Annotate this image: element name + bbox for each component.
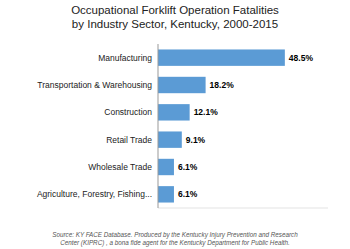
bars	[158, 49, 285, 202]
y-tick-label: Wholesale Trade	[88, 162, 152, 172]
bar	[158, 186, 174, 202]
y-tick-label: Transportation & Warehousing	[37, 80, 152, 90]
data-label: 18.2%	[210, 80, 235, 90]
source-line: Center (KIPRC) , a bona fide agent for t…	[60, 239, 290, 247]
bar	[158, 49, 285, 65]
y-tick-label: Retail Trade	[106, 135, 152, 145]
data-label: 12.1%	[194, 107, 219, 117]
title-line: by Industry Sector, Kentucky, 2000-2015	[72, 18, 278, 30]
y-tick-label: Agriculture, Forestry, Fishing...	[37, 189, 152, 199]
title-line: Occupational Forklift Operation Fataliti…	[71, 4, 279, 16]
y-tick-label: Construction	[104, 107, 152, 117]
data-label: 9.1%	[186, 135, 206, 145]
background	[0, 0, 350, 249]
x-range-line	[158, 208, 328, 209]
y-axis-line	[158, 44, 159, 208]
bar	[158, 159, 174, 175]
y-tick-label: Manufacturing	[98, 53, 152, 63]
data-label: 48.5%	[289, 53, 314, 63]
title: Occupational Forklift Operation Fataliti…	[71, 4, 279, 30]
page: {"chart_data": {"type": "bar", "orientat…	[0, 0, 350, 249]
source-note: Source: KY FACE Database. Produced by th…	[52, 231, 298, 247]
source-line: Source: KY FACE Database. Produced by th…	[52, 231, 298, 239]
bar	[158, 131, 182, 147]
bar	[158, 104, 190, 120]
bar	[158, 77, 206, 93]
chart: Occupational Forklift Operation Fataliti…	[0, 0, 350, 249]
data-label: 6.1%	[178, 189, 198, 199]
data-label: 6.1%	[178, 162, 198, 172]
